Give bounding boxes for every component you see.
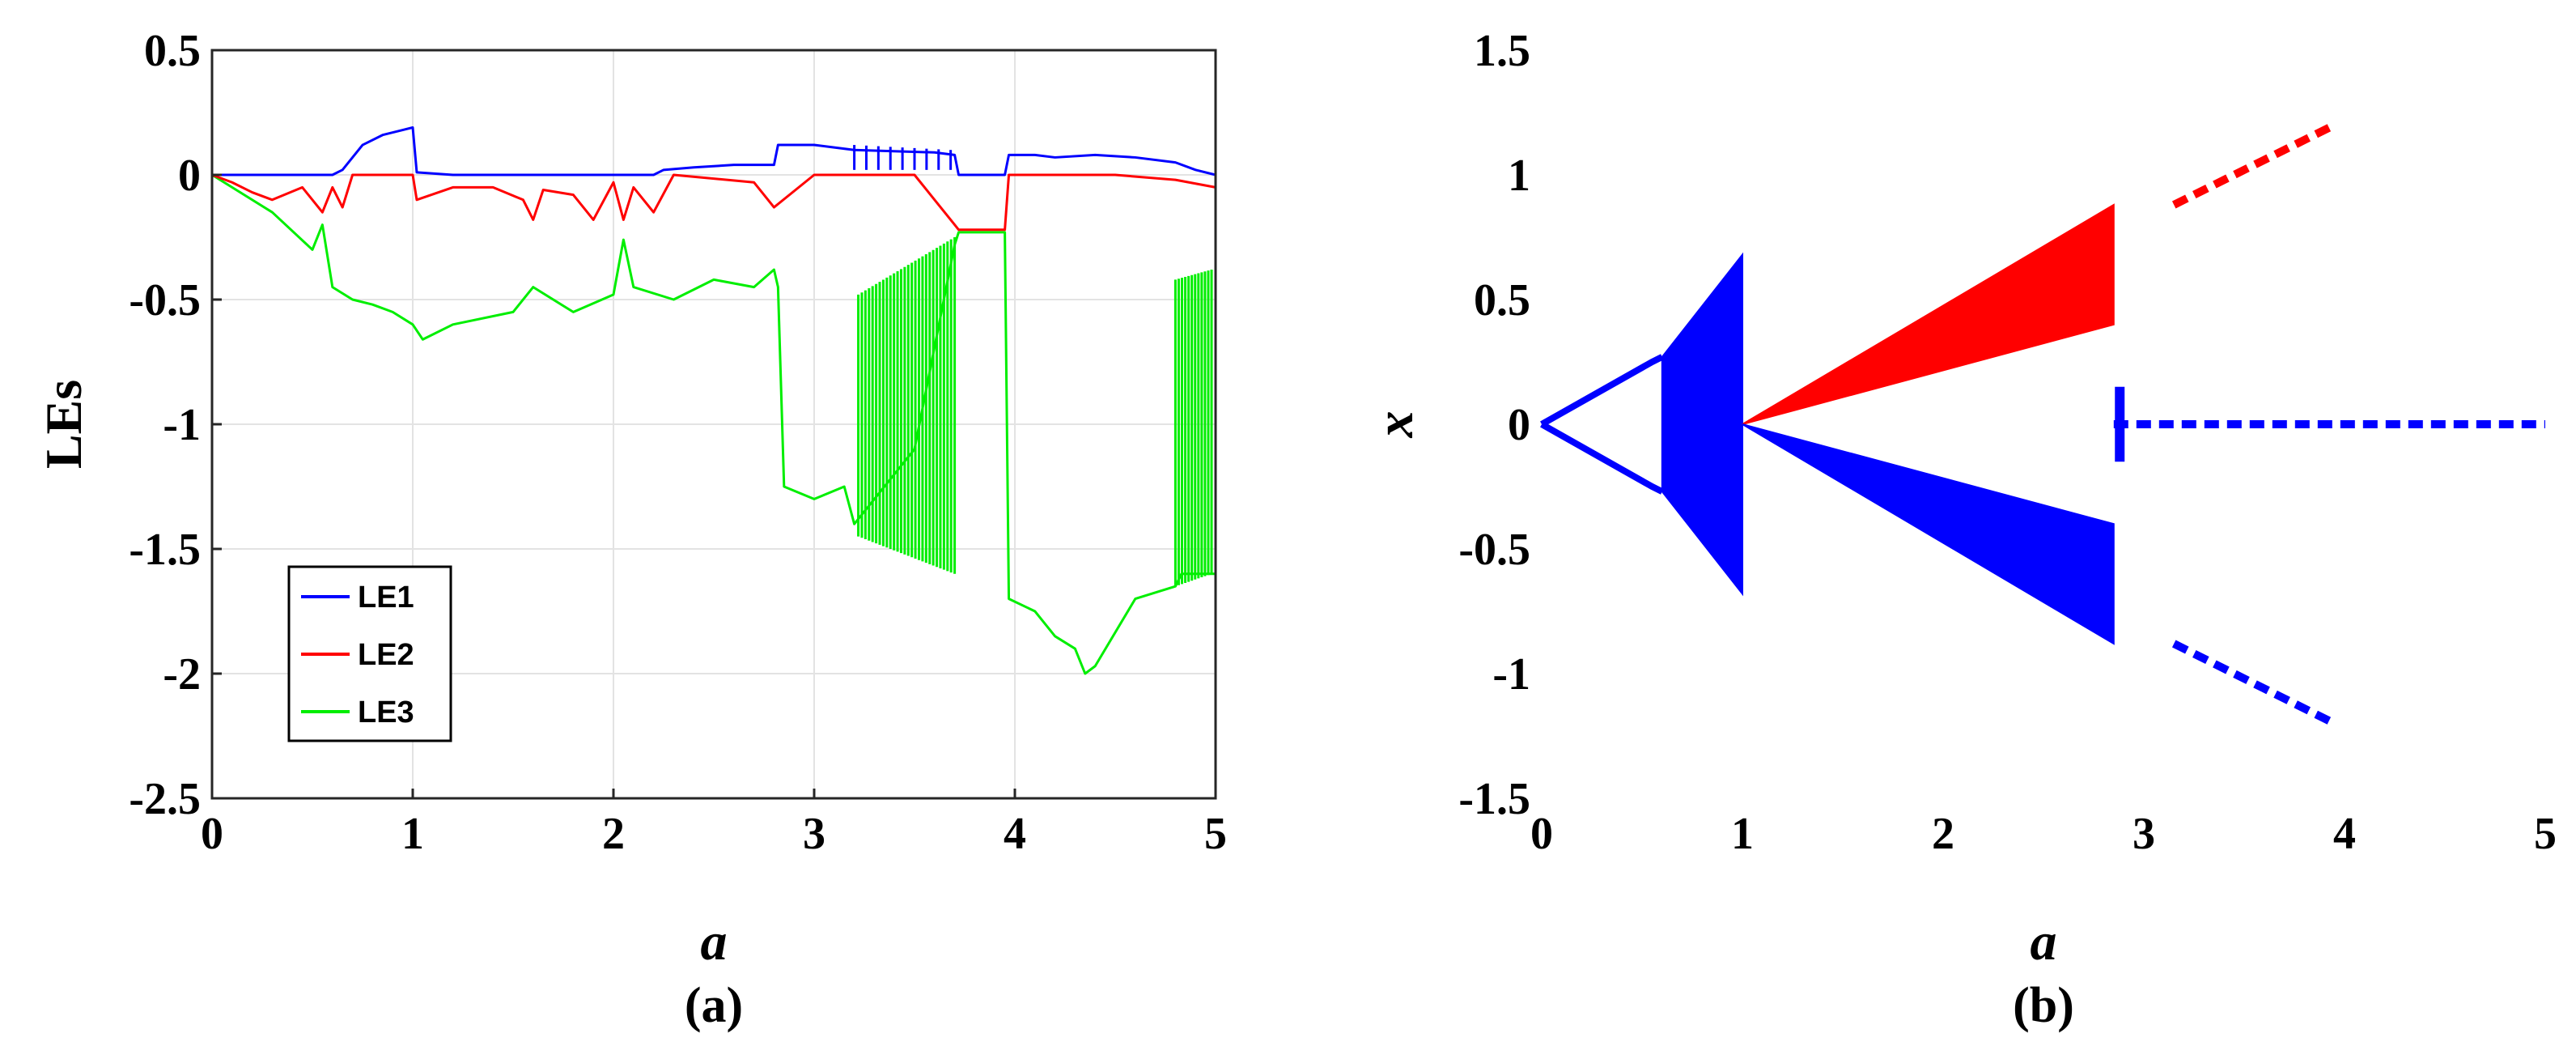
x-tick-label: 4	[1004, 809, 1026, 859]
series-line-le3	[210, 173, 1216, 675]
x-tick-label: 5	[2534, 809, 2557, 859]
y-tick-label: 0	[1508, 400, 1530, 450]
y-tick-label: -1	[1492, 649, 1530, 700]
bifurcation-branch-lower	[1540, 421, 1664, 495]
bifurcation-band	[1742, 423, 2115, 645]
bifurcation-band	[1742, 203, 2115, 425]
x-tick-label: 2	[602, 809, 625, 859]
x-tick-label: 0	[201, 809, 223, 859]
bifurcation-branch-upper	[1540, 354, 1664, 427]
x-tick-label: 3	[2133, 809, 2155, 859]
caption-b: (b)	[2013, 978, 2074, 1033]
y-axis-label-b: x	[1365, 411, 1424, 439]
marks-group-b	[1540, 121, 2545, 728]
legend-label-le2: LE2	[358, 638, 414, 672]
caption-a: (a)	[685, 978, 743, 1033]
y-tick-label: -1.5	[1458, 774, 1530, 824]
x-axis-label-b: a	[2031, 912, 2057, 972]
y-tick-label: -0.5	[129, 275, 201, 325]
bifurcation-segment	[2171, 121, 2336, 209]
y-tick-label: 1.5	[1474, 26, 1530, 76]
y-tick-label: 0	[178, 151, 201, 201]
series-group-a	[210, 125, 1216, 675]
x-tick-label: 1	[1731, 809, 1754, 859]
legend-label-le3: LE3	[358, 695, 414, 729]
ticks-b: 0 1 2 3 4 5 1.5 1 0.5 0 -0.5 -1 -1.5	[1458, 26, 2557, 859]
y-tick-label: 0.5	[144, 26, 201, 76]
x-tick-label: 1	[401, 809, 424, 859]
y-tick-label: -1	[163, 400, 201, 450]
y-tick-label: 1	[1508, 151, 1530, 201]
y-tick-label: -2.5	[129, 774, 201, 824]
legend-a: LE1 LE2 LE3	[287, 565, 452, 742]
x-tick-label: 3	[803, 809, 825, 859]
x-tick-label: 0	[1530, 809, 1553, 859]
bifurcation-diagram-panel: 0 1 2 3 4 5 1.5 1 0.5 0 -0.5 -1 -1.5 a x (b)	[1365, 26, 2557, 1033]
y-tick-label: 0.5	[1474, 275, 1530, 325]
y-axis-label-a: LEs	[35, 380, 92, 469]
ticks-a: 0 1 2 3 4 5 0.5 0 -0.5 -1 -1.5 -2 -2.5	[129, 26, 1227, 859]
x-tick-label: 5	[1204, 809, 1227, 859]
bifurcation-segment	[2171, 640, 2336, 728]
x-axis-label-a: a	[701, 912, 728, 972]
bifurcation-band	[1661, 252, 1743, 597]
y-tick-label: -2	[163, 649, 201, 700]
y-tick-label: -0.5	[1458, 525, 1530, 575]
lyapunov-exponents-panel: 0 1 2 3 4 5 0.5 0 -0.5 -1 -1.5 -2 -2.5 a LEs (a) LE1…	[35, 26, 1227, 1033]
series-line-le2	[211, 173, 1216, 232]
y-tick-label: -1.5	[129, 525, 201, 575]
x-tick-label: 2	[1932, 809, 1954, 859]
x-tick-label: 4	[2333, 809, 2356, 859]
series-line-le1	[212, 125, 1216, 177]
legend-label-le1: LE1	[358, 581, 414, 615]
